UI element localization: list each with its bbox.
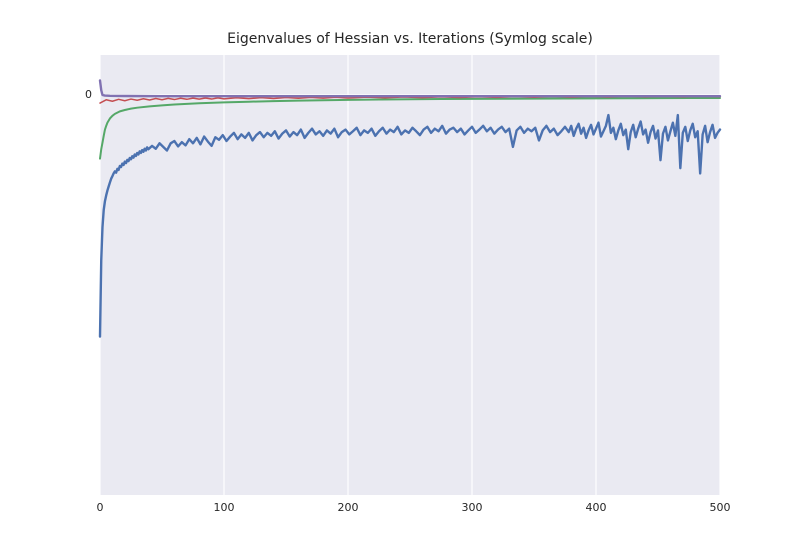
- x-tick-label: 400: [585, 501, 607, 514]
- series-line-max-eigenvalue: [98, 79, 722, 98]
- series-line-min-eigenvalue: [98, 113, 722, 338]
- chart-title: Eigenvalues of Hessian vs. Iterations (S…: [227, 31, 593, 47]
- x-tick-label: 0: [96, 501, 104, 514]
- x-tick-label: 300: [461, 501, 483, 514]
- axes-background: [100, 55, 720, 495]
- y-tick-label-zero: 0: [85, 88, 92, 101]
- x-tick-label: 100: [213, 501, 235, 514]
- x-tick-label: 500: [709, 501, 731, 514]
- x-tick-label: 200: [337, 501, 359, 514]
- series-line-eigenvalue-2: [99, 96, 721, 160]
